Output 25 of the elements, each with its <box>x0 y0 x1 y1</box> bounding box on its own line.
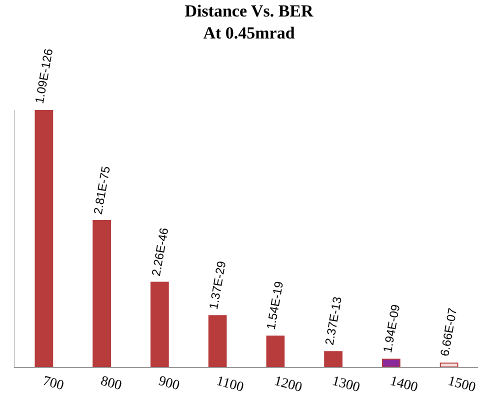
bar <box>34 110 54 367</box>
chart-title: Distance Vs. BER At 0.45mrad <box>184 1 314 43</box>
x-tick-label: 1100 <box>214 374 246 396</box>
bar <box>440 362 458 367</box>
bar <box>266 336 285 367</box>
annotation: 1.09E-126 <box>32 47 56 105</box>
annotation: 6.66E-07 <box>438 306 460 358</box>
x-tick-label: 1400 <box>388 374 420 396</box>
bar <box>382 358 400 367</box>
x-tick-label: 700 <box>41 374 66 394</box>
bar <box>208 315 227 367</box>
bar <box>150 282 169 367</box>
annotation: 2.81E-75 <box>90 164 114 216</box>
annotation: 1.94E-09 <box>380 303 403 354</box>
annotation: 2.26E-46 <box>148 226 172 278</box>
x-tick-label: 800 <box>98 374 124 394</box>
x-tick-label: 1500 <box>446 374 478 396</box>
x-tick-label: 1200 <box>272 374 304 396</box>
annotation: 2.37E-13 <box>322 295 345 346</box>
bar <box>324 351 342 367</box>
annotation: 1.37E-29 <box>206 260 229 310</box>
x-tick-label: 1300 <box>330 374 362 396</box>
x-tick-label: 900 <box>156 374 182 394</box>
bar <box>92 220 111 367</box>
annotation: 1.54E-19 <box>264 280 286 331</box>
